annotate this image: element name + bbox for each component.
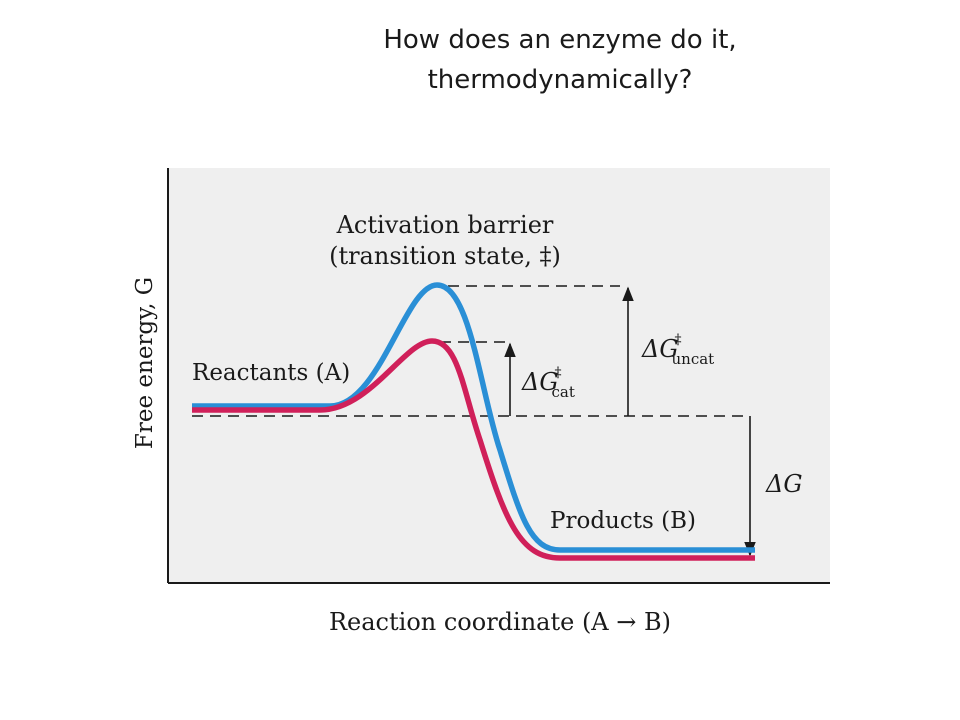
- delta-g-cat-label: ΔG‡ cat: [521, 365, 575, 401]
- catalyzed-curve: [192, 338, 755, 561]
- x-axis-label: Reaction coordinate (A → B): [329, 608, 671, 636]
- products-label: Products (B): [550, 508, 696, 534]
- barrier-label-line-1: Activation barrier: [336, 211, 554, 239]
- y-axis-label: Free energy, G: [132, 277, 158, 449]
- slide-title-line-2: thermodynamically?: [427, 65, 693, 95]
- reactants-label: Reactants (A): [192, 360, 350, 386]
- plot-background: [168, 168, 830, 583]
- uncatalyzed-curve: [192, 282, 755, 553]
- slide-title-line-1: How does an enzyme do it,: [383, 25, 737, 55]
- slide-title: How does an enzyme do it, thermodynamica…: [0, 20, 960, 100]
- barrier-label-line-2: (transition state, ‡): [329, 242, 561, 270]
- delta-g-label: ΔG: [765, 470, 803, 498]
- delta-g-uncat-label: ΔG‡ uncat: [641, 332, 714, 368]
